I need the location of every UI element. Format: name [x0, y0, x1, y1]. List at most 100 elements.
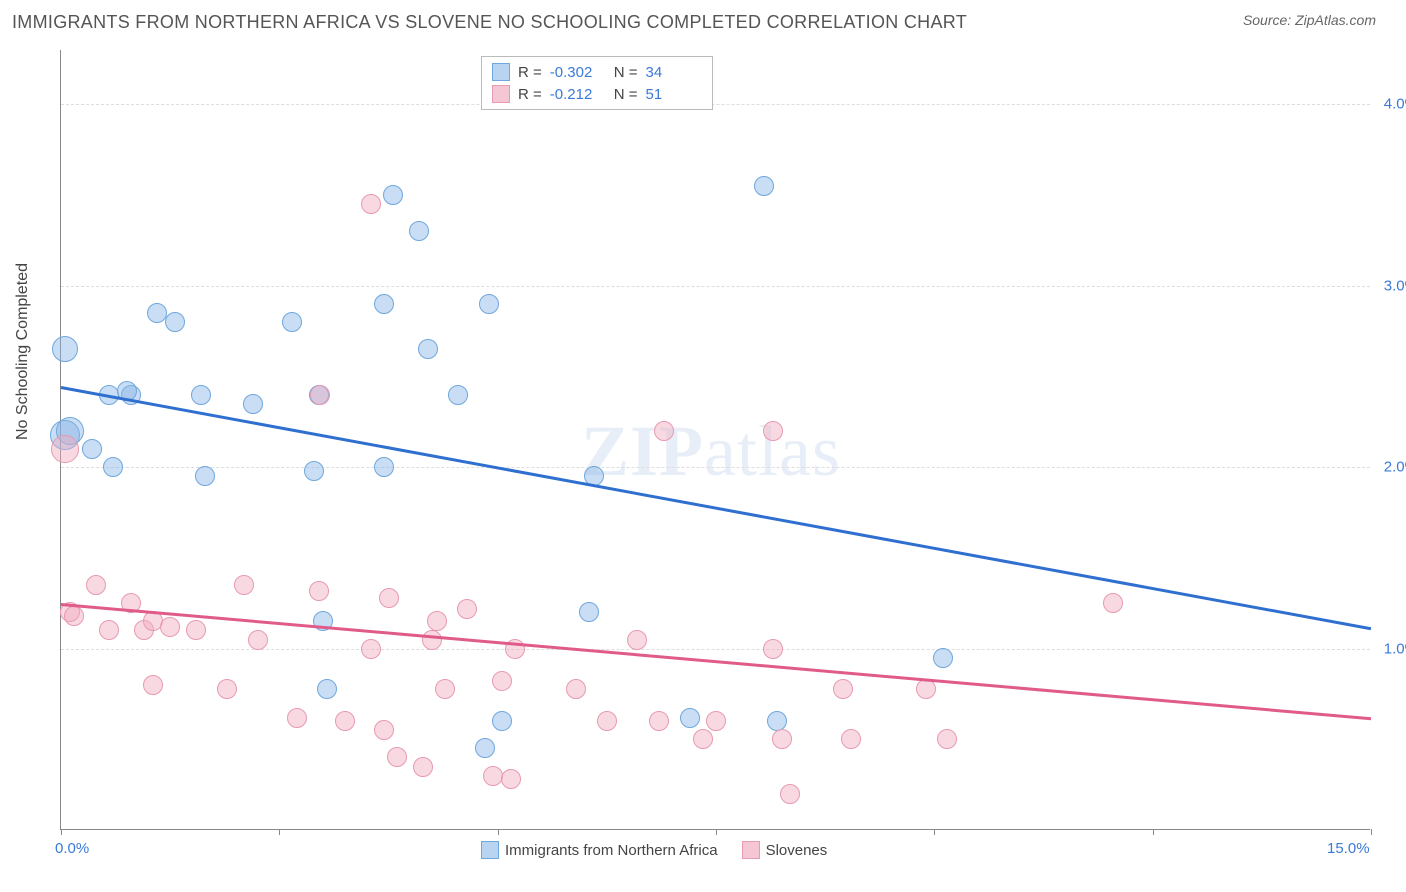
scatter-point — [361, 639, 381, 659]
gridline — [61, 104, 1370, 105]
scatter-point — [86, 575, 106, 595]
scatter-point — [387, 747, 407, 767]
scatter-point — [763, 639, 783, 659]
scatter-point — [680, 708, 700, 728]
scatter-point — [501, 769, 521, 789]
y-axis-label: No Schooling Completed — [14, 263, 32, 440]
scatter-point — [780, 784, 800, 804]
x-tick — [1153, 829, 1154, 835]
legend-swatch — [492, 63, 510, 81]
legend-n-value: 51 — [646, 86, 702, 103]
scatter-point — [706, 711, 726, 731]
scatter-point — [165, 312, 185, 332]
scatter-point — [160, 617, 180, 637]
scatter-point — [492, 711, 512, 731]
gridline — [61, 467, 1370, 468]
trend-line — [61, 603, 1371, 720]
trend-line — [61, 386, 1371, 630]
scatter-point — [492, 671, 512, 691]
scatter-point — [374, 720, 394, 740]
scatter-point — [52, 336, 78, 362]
scatter-point — [1103, 593, 1123, 613]
scatter-point — [693, 729, 713, 749]
scatter-point — [763, 421, 783, 441]
scatter-point — [248, 630, 268, 650]
scatter-point — [374, 457, 394, 477]
legend-n-prefix: N = — [614, 64, 638, 81]
scatter-point — [309, 581, 329, 601]
x-tick — [1371, 829, 1372, 835]
legend-r-value: -0.212 — [550, 86, 606, 103]
chart-title: IMMIGRANTS FROM NORTHERN AFRICA VS SLOVE… — [12, 12, 967, 33]
x-tick — [716, 829, 717, 835]
legend-n-prefix: N = — [614, 86, 638, 103]
scatter-point — [649, 711, 669, 731]
scatter-point — [833, 679, 853, 699]
scatter-point — [841, 729, 861, 749]
scatter-point — [475, 738, 495, 758]
scatter-point — [448, 385, 468, 405]
scatter-point — [143, 675, 163, 695]
scatter-point — [409, 221, 429, 241]
scatter-point — [772, 729, 792, 749]
legend-r-prefix: R = — [518, 64, 542, 81]
x-tick-label: 0.0% — [55, 840, 89, 857]
scatter-point — [304, 461, 324, 481]
scatter-point — [654, 421, 674, 441]
scatter-point — [99, 620, 119, 640]
scatter-point — [435, 679, 455, 699]
scatter-point — [597, 711, 617, 731]
scatter-point — [317, 679, 337, 699]
legend-row: R = -0.212 N = 51 — [492, 83, 702, 105]
scatter-point — [579, 602, 599, 622]
legend-row: R = -0.302 N = 34 — [492, 61, 702, 83]
scatter-point — [933, 648, 953, 668]
scatter-point — [566, 679, 586, 699]
scatter-point — [195, 466, 215, 486]
scatter-point — [767, 711, 787, 731]
legend-r-prefix: R = — [518, 86, 542, 103]
chart-plot-area: ZIPatlas R =-0.302N =34R =-0.212N =51 Im… — [60, 50, 1370, 830]
x-tick — [279, 829, 280, 835]
y-tick-label: 2.0% — [1384, 459, 1406, 476]
x-tick — [498, 829, 499, 835]
watermark: ZIPatlas — [581, 410, 841, 493]
scatter-point — [627, 630, 647, 650]
series-legend-label: Immigrants from Northern Africa — [505, 842, 718, 859]
scatter-point — [186, 620, 206, 640]
scatter-point — [82, 439, 102, 459]
series-legend-label: Slovenes — [766, 842, 828, 859]
scatter-point — [103, 457, 123, 477]
scatter-point — [287, 708, 307, 728]
scatter-point — [457, 599, 477, 619]
scatter-point — [383, 185, 403, 205]
scatter-point — [374, 294, 394, 314]
legend-swatch — [492, 85, 510, 103]
scatter-point — [379, 588, 399, 608]
x-tick-label: 15.0% — [1327, 840, 1370, 857]
scatter-point — [310, 385, 330, 405]
scatter-point — [479, 294, 499, 314]
legend-swatch — [481, 841, 499, 859]
scatter-point — [427, 611, 447, 631]
series-legend-item: Slovenes — [742, 841, 828, 859]
y-tick-label: 1.0% — [1384, 640, 1406, 657]
legend-r-value: -0.302 — [550, 64, 606, 81]
y-tick-label: 4.0% — [1384, 96, 1406, 113]
scatter-point — [64, 606, 84, 626]
x-tick — [61, 829, 62, 835]
scatter-point — [361, 194, 381, 214]
scatter-point — [217, 679, 237, 699]
scatter-point — [191, 385, 211, 405]
scatter-point — [243, 394, 263, 414]
gridline — [61, 286, 1370, 287]
scatter-point — [422, 630, 442, 650]
scatter-point — [234, 575, 254, 595]
scatter-point — [335, 711, 355, 731]
scatter-point — [413, 757, 433, 777]
legend-n-value: 34 — [646, 64, 702, 81]
correlation-legend: R = -0.302 N = 34 R = -0.212 N = 51 — [481, 56, 713, 110]
scatter-point — [754, 176, 774, 196]
source-label: Source: ZipAtlas.com — [1243, 12, 1376, 28]
y-tick-label: 3.0% — [1384, 277, 1406, 294]
